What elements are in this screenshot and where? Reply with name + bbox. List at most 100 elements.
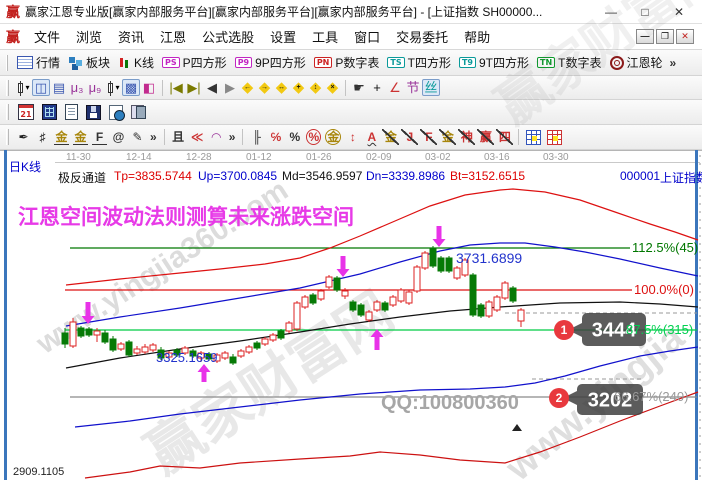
candlestick bbox=[109, 338, 117, 351]
f-line-button[interactable]: F bbox=[420, 129, 438, 145]
mdi-restore-button[interactable]: ❐ bbox=[656, 29, 674, 44]
gold-circle-button[interactable]: 金 bbox=[325, 129, 342, 145]
percent-button[interactable]: % bbox=[289, 130, 301, 144]
wave9-button[interactable]: μ₉ bbox=[88, 80, 102, 95]
gold-diag-button[interactable]: 金 bbox=[382, 129, 400, 145]
menu-item-浏览[interactable]: 浏览 bbox=[76, 30, 103, 45]
first-button[interactable]: |◀ bbox=[169, 80, 183, 95]
next-button[interactable]: ▶ bbox=[225, 80, 235, 95]
device-button[interactable] bbox=[127, 104, 148, 120]
period-selector[interactable]: ▾ bbox=[14, 79, 32, 96]
percent-red-button[interactable]: % bbox=[306, 129, 322, 145]
wave-a-button[interactable]: A bbox=[367, 130, 377, 144]
calendar-button[interactable]: 21 bbox=[14, 103, 38, 121]
channel-line-md bbox=[65, 301, 699, 369]
gold-diag2-button[interactable]: 金 bbox=[439, 129, 457, 145]
indicator-value: Dn=3339.8986 bbox=[366, 169, 446, 183]
kline-button-icon bbox=[118, 56, 131, 70]
mdi-close-button[interactable]: ✕ bbox=[676, 29, 694, 44]
histogram-button[interactable]: ◧ bbox=[142, 80, 156, 95]
candlestick bbox=[253, 342, 261, 349]
gann-cross-button[interactable]: ◆ + bbox=[290, 79, 307, 96]
draw-spiral-button[interactable]: @ bbox=[112, 130, 125, 144]
compare-button[interactable]: ╟ bbox=[252, 130, 262, 144]
single-candle-button[interactable]: ▾ bbox=[104, 79, 122, 96]
shen-line-button[interactable]: 神 bbox=[458, 129, 476, 145]
notes-button[interactable] bbox=[61, 103, 82, 121]
candlestick bbox=[357, 304, 365, 316]
menu-item-设置[interactable]: 设置 bbox=[270, 30, 297, 45]
window-close-button[interactable]: ✕ bbox=[673, 4, 685, 19]
wave3-button[interactable]: μ₃ bbox=[70, 80, 84, 95]
gann-lr-button[interactable]: ◆ ↔ bbox=[273, 79, 290, 96]
crosshair-button[interactable]: + bbox=[373, 80, 381, 95]
menu-item-公式选股[interactable]: 公式选股 bbox=[202, 30, 255, 45]
grid-blue-button[interactable] bbox=[526, 129, 542, 145]
draw-gold-grid2-button[interactable]: 金 bbox=[73, 129, 88, 145]
indicator-value: Md=3546.9597 bbox=[282, 169, 363, 183]
quotes-button[interactable]: 行情 bbox=[13, 53, 64, 72]
candlestick bbox=[181, 347, 189, 354]
save-button[interactable] bbox=[82, 104, 105, 121]
chart-canvas[interactable]: 3731.6899 3325.1659 江恩空间波动法则测算未来涨跌空间 QQ:100… bbox=[0, 150, 702, 480]
candlestick bbox=[341, 290, 349, 297]
p-square-button-icon: PS bbox=[162, 57, 180, 68]
menu-item-资讯[interactable]: 资讯 bbox=[118, 30, 145, 45]
overflow-draw[interactable]: » bbox=[150, 130, 157, 144]
teal-tool-button[interactable]: 丝 bbox=[422, 79, 440, 96]
menu-item-江恩[interactable]: 江恩 bbox=[160, 30, 187, 45]
menu-item-工具[interactable]: 工具 bbox=[312, 30, 339, 45]
t-table-button[interactable]: TN T数字表 bbox=[533, 53, 606, 72]
chart-right-frame bbox=[695, 150, 698, 480]
candlestick bbox=[261, 338, 269, 345]
toolbar-overflow-chevron[interactable]: » bbox=[669, 55, 677, 70]
info-panel-button[interactable]: ▤ bbox=[52, 80, 66, 95]
draw-pen2-button[interactable]: ✎ bbox=[132, 130, 143, 144]
calculator-button[interactable] bbox=[38, 103, 61, 121]
window-maximize-button[interactable]: □ bbox=[641, 4, 649, 19]
draw-gate-button[interactable]: 且 bbox=[172, 130, 185, 144]
p-square-button[interactable]: PS P四方形 bbox=[158, 53, 231, 72]
candlestick bbox=[125, 341, 133, 356]
menu-item-文件[interactable]: 文件 bbox=[34, 30, 61, 45]
j-line-button[interactable]: J bbox=[401, 129, 419, 145]
draw-pen-button[interactable]: ✒ bbox=[18, 130, 29, 144]
draw-lines-button[interactable]: ♯ bbox=[39, 130, 46, 144]
last-button[interactable]: ▶| bbox=[187, 80, 201, 95]
prev-button[interactable]: ◀ bbox=[207, 80, 217, 95]
updown-button[interactable]: ↕ bbox=[349, 130, 356, 144]
menu-item-帮助[interactable]: 帮助 bbox=[464, 30, 491, 45]
gann-wheel-button[interactable]: 江恩轮 bbox=[606, 53, 667, 72]
ying-line-button[interactable]: 赢 bbox=[477, 129, 495, 145]
9p-square-button[interactable]: P9 9P四方形 bbox=[231, 53, 310, 72]
t-square-button[interactable]: TS T四方形 bbox=[383, 53, 455, 72]
draw-gold-grid-button[interactable]: 金 bbox=[54, 129, 69, 145]
sectors-button[interactable]: 板块 bbox=[64, 53, 114, 72]
gann-left-button[interactable]: ◆ ← bbox=[239, 79, 256, 96]
gann-ud-button[interactable]: ◆ ↕ bbox=[307, 79, 324, 96]
export-button[interactable] bbox=[105, 104, 127, 121]
candlestick bbox=[69, 321, 77, 347]
draw-f-grid-button[interactable]: F bbox=[92, 129, 107, 145]
gann-right-button[interactable]: ◆ → bbox=[256, 79, 273, 96]
grid-red-button[interactable] bbox=[547, 129, 563, 145]
hand-tool-button[interactable]: ☛ bbox=[353, 80, 365, 95]
menu-item-窗口[interactable]: 窗口 bbox=[354, 30, 381, 45]
kline-button[interactable]: K线 bbox=[114, 53, 158, 72]
angle-tool-button[interactable]: ∠ bbox=[389, 80, 401, 95]
half-percent-button[interactable]: ℅ bbox=[270, 130, 282, 144]
9t-square-button[interactable]: T9 9T四方形 bbox=[455, 53, 533, 72]
draw-arc-button[interactable]: ◠ bbox=[211, 130, 221, 144]
pattern-box-button[interactable]: ▩ bbox=[122, 79, 140, 96]
mdi-minimize-button[interactable]: — bbox=[636, 29, 654, 44]
candlestick bbox=[77, 327, 85, 337]
gann-x-button[interactable]: ◆ × bbox=[324, 79, 341, 96]
overflow-fan[interactable]: » bbox=[228, 130, 236, 144]
menu-item-交易委托[interactable]: 交易委托 bbox=[396, 30, 449, 45]
purple-tool-button[interactable]: 节 bbox=[406, 80, 420, 95]
p-table-button[interactable]: PN P数字表 bbox=[310, 53, 384, 72]
window-minimize-button[interactable]: — bbox=[605, 4, 617, 19]
si-line-button[interactable]: 四 bbox=[496, 129, 514, 145]
draw-fan-button[interactable]: ≪ bbox=[190, 130, 204, 144]
chart-window-button[interactable]: ◫ bbox=[32, 79, 50, 96]
